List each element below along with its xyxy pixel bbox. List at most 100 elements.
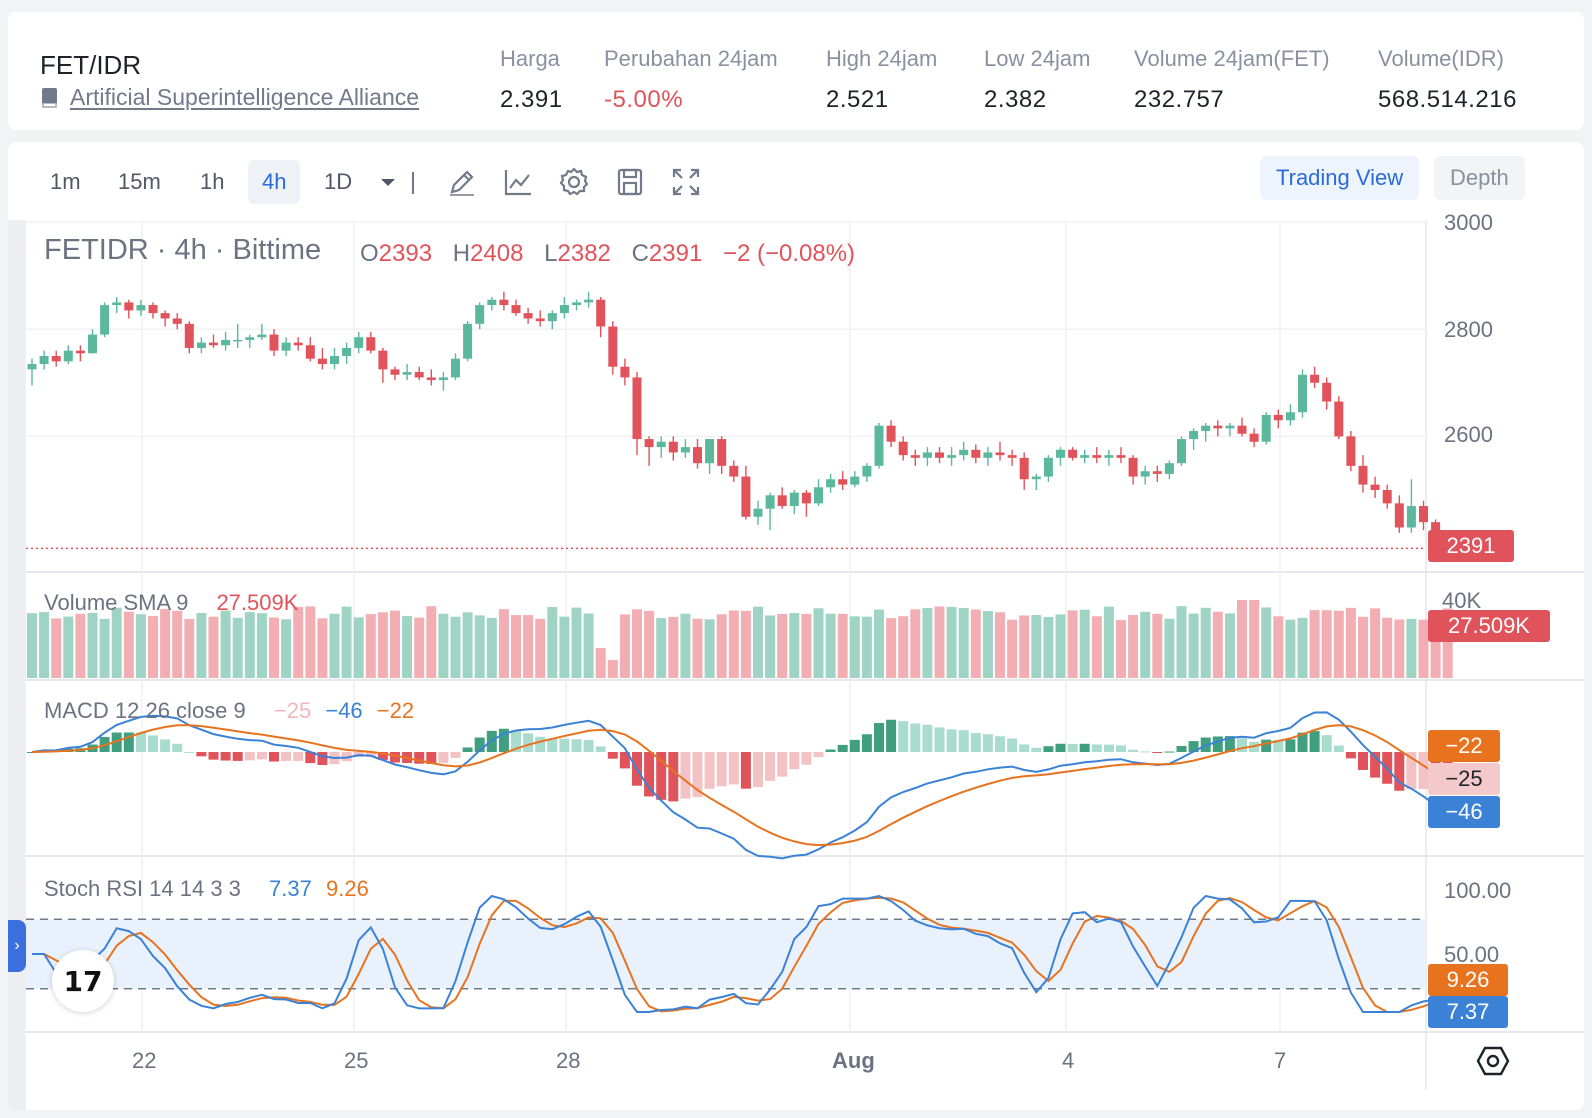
volume-bar: [1164, 618, 1175, 678]
macd-histogram-bar: [1091, 744, 1102, 752]
macd-histogram-bar: [1285, 739, 1296, 752]
ohlc-open-label: O: [360, 240, 379, 267]
macd-histogram-bar: [1297, 732, 1308, 752]
ohlc-high-label: H: [452, 240, 471, 267]
chart-area[interactable]: FETIDR · 4h · Bittime O2393 H2408 L2382 …: [8, 210, 1584, 1110]
macd-histogram-bar: [208, 752, 219, 760]
fullscreen-icon[interactable]: [670, 166, 702, 198]
macd-legend: MACD 12 26 close 9 −25 −46 −22: [44, 698, 414, 724]
ohlc-low-label: L: [544, 240, 558, 267]
macd-histogram-bar: [1358, 752, 1368, 770]
candle: [1237, 425, 1247, 434]
volume-bar: [99, 618, 110, 678]
volume-bar: [208, 616, 219, 678]
timeframe-1h[interactable]: 1h: [200, 169, 225, 194]
candle: [487, 299, 497, 306]
macd-histogram-bar: [704, 752, 715, 789]
macd-histogram-bar: [765, 752, 776, 781]
macd-histogram-bar: [220, 752, 231, 761]
macd-histogram-bar: [849, 739, 860, 752]
timeframe-1d[interactable]: 1D: [324, 169, 353, 194]
tradingview-logo[interactable]: 17: [52, 950, 114, 1012]
stat-column: Volume 24jam(FET) 232.757: [1134, 46, 1330, 114]
macd-histogram-bar: [1079, 743, 1090, 752]
volume-bar: [765, 615, 776, 678]
timeframe-15m[interactable]: 15m: [118, 169, 161, 194]
macd-histogram-bar: [789, 752, 800, 770]
candle: [753, 508, 763, 517]
macd-histogram-bar: [728, 752, 739, 785]
stoch-d-tag: 9.26: [1428, 964, 1508, 996]
macd-signal-value: −22: [376, 698, 415, 723]
candle: [51, 355, 61, 362]
asset-name-link[interactable]: Artificial Superintelligence Alliance: [70, 84, 420, 110]
stat-value: 2.382: [984, 86, 1047, 113]
depth-button[interactable]: Depth: [1434, 156, 1525, 200]
volume-bar: [87, 612, 98, 678]
volume-bar: [958, 607, 969, 678]
volume-bar: [1321, 610, 1332, 678]
macd-histogram-bar: [837, 744, 848, 752]
volume-bar: [426, 606, 437, 678]
candle: [584, 299, 594, 303]
volume-bar: [63, 616, 74, 678]
macd-histogram-bar: [390, 752, 400, 763]
macd-histogram-bar: [970, 732, 981, 752]
chart-settings-icon[interactable]: [1476, 1044, 1510, 1078]
volume-legend: Volume SMA 9 27.509K: [44, 590, 298, 616]
macd-histogram-bar: [1067, 743, 1078, 752]
candle: [1080, 455, 1090, 458]
chevron-down-icon[interactable]: [372, 166, 404, 198]
time-axis-label: 28: [556, 1048, 581, 1073]
candle: [547, 313, 557, 322]
volume-bar: [486, 617, 497, 678]
macd-histogram-bar: [1043, 746, 1054, 752]
candle: [1213, 425, 1223, 429]
candle: [572, 302, 581, 306]
indicator-chart-icon[interactable]: [502, 166, 534, 198]
stat-value: 568.514.216: [1378, 86, 1517, 113]
volume-bar: [51, 618, 62, 678]
macd-histogram-bar: [1273, 739, 1284, 752]
volume-bar: [390, 610, 400, 678]
volume-bar: [632, 609, 642, 678]
candle: [705, 439, 715, 464]
candle: [293, 342, 303, 346]
volume-bar: [1394, 619, 1405, 678]
volume-bar: [777, 613, 788, 678]
pair-subtitle: Artificial Superintelligence Alliance: [40, 84, 419, 111]
sidebar-toggle-tab[interactable]: ›: [8, 920, 26, 972]
volume-bar: [220, 610, 231, 678]
macd-histogram-bar: [1333, 745, 1344, 752]
pencil-icon[interactable]: [446, 166, 478, 198]
trading-view-button[interactable]: Trading View: [1260, 156, 1420, 200]
candle: [221, 339, 231, 346]
volume-bar: [668, 616, 679, 678]
stat-label: Low 24jam: [984, 46, 1091, 71]
volume-bar: [753, 606, 763, 678]
candle: [1140, 471, 1150, 477]
macd-histogram-bar: [305, 752, 316, 764]
macd-histogram-bar: [281, 752, 292, 762]
volume-bar: [1091, 616, 1102, 678]
volume-bar: [511, 615, 521, 678]
volume-bar: [886, 618, 897, 678]
volume-bar: [704, 619, 715, 678]
volume-legend-label: Volume SMA 9: [44, 590, 189, 615]
candle: [959, 449, 969, 456]
volume-bar: [1261, 607, 1272, 678]
volume-bar: [39, 612, 50, 678]
candle: [971, 449, 981, 458]
settings-gear-icon[interactable]: [558, 166, 590, 198]
price-chart[interactable]: [8, 220, 1584, 1110]
candle: [680, 447, 690, 453]
volume-bar: [341, 606, 352, 678]
macd-histogram-bar: [184, 751, 195, 753]
volume-bar: [1031, 614, 1042, 678]
volume-bar: [353, 617, 364, 678]
timeframe-4h[interactable]: 4h: [248, 160, 301, 204]
macd-histogram-bar: [1140, 751, 1151, 753]
save-icon[interactable]: [614, 166, 646, 198]
timeframe-1m[interactable]: 1m: [50, 169, 81, 194]
macd-histogram-bar: [1309, 731, 1320, 752]
